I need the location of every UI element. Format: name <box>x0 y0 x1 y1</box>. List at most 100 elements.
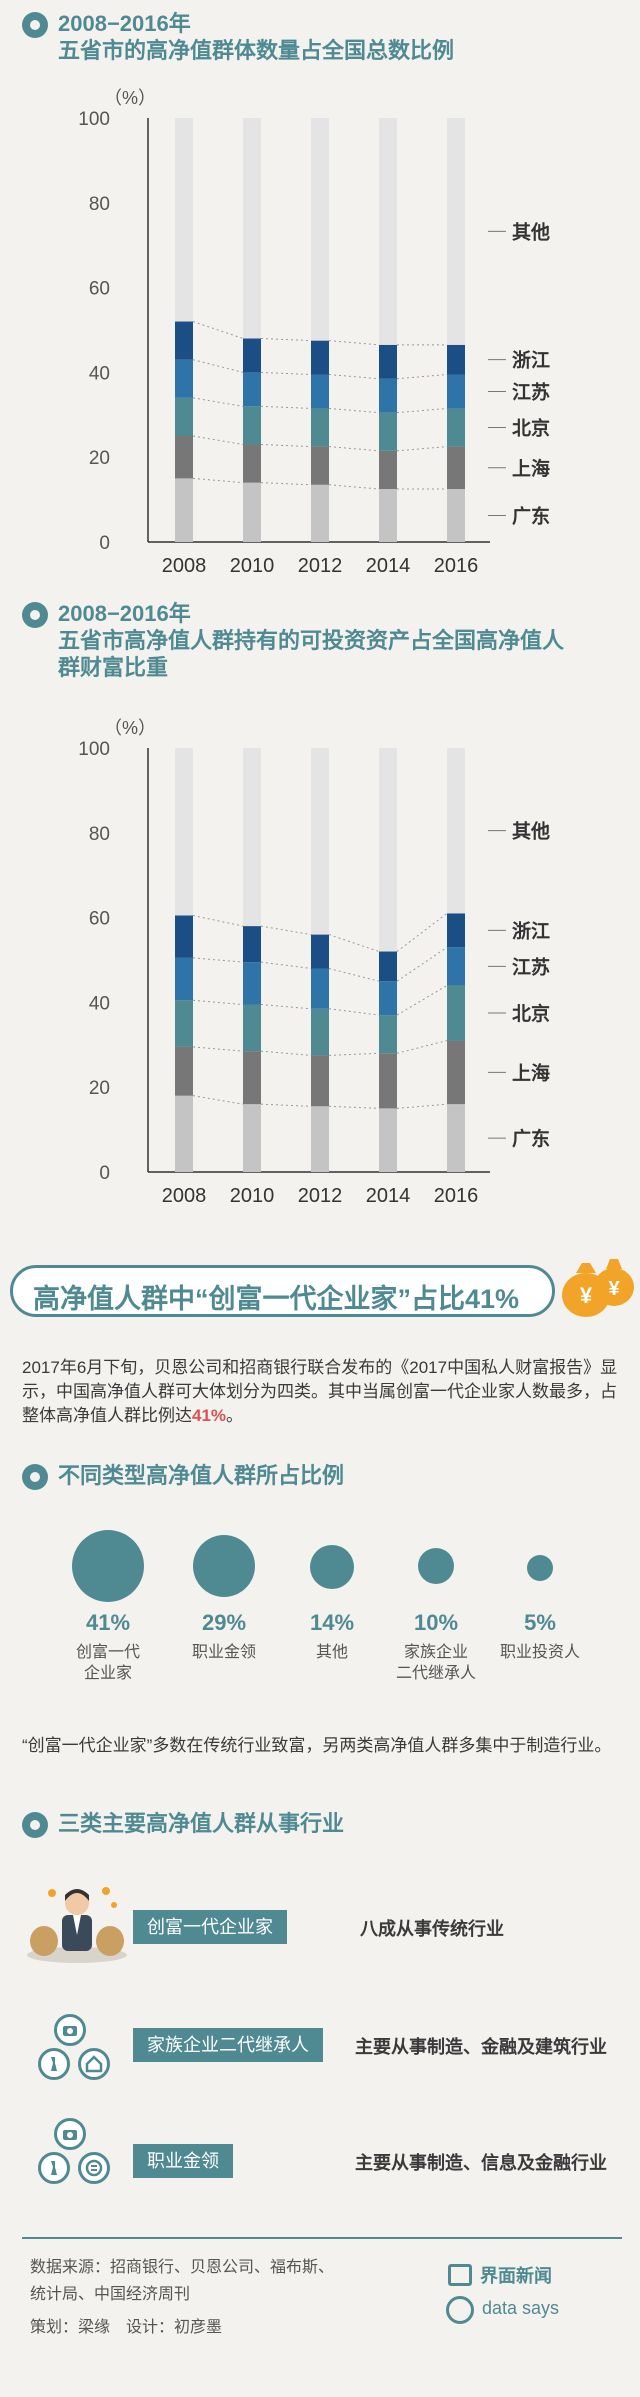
series-label: 浙江 <box>512 919 550 942</box>
bar-segment <box>311 374 329 409</box>
y-tick-label: 40 <box>89 363 110 384</box>
series-label: 江苏 <box>512 955 550 978</box>
connector-line <box>328 407 380 414</box>
connector-line <box>328 1008 380 1016</box>
section2-title-line2: 群财富比重 <box>58 655 169 680</box>
section2-title-line1: 五省市高净值人群持有的可投资资产占全国高净值人 <box>58 628 565 653</box>
bar-segment <box>243 1004 261 1052</box>
connector-line <box>396 407 448 414</box>
connector-line <box>260 961 312 969</box>
series-label: 江苏 <box>512 380 550 403</box>
bar-segment <box>243 1104 261 1172</box>
connector-line <box>396 946 448 982</box>
jiemian-logo-icon <box>448 2264 472 2286</box>
group-label-5: 职业投资人 <box>499 1644 580 1661</box>
connector-line <box>396 446 448 452</box>
series-label: 广东 <box>512 505 550 528</box>
bar-segment <box>379 951 397 982</box>
note-paragraph: “创富一代企业家”多数在传统行业致富，另两类高净值人群多集中于制造行业。 <box>22 1736 612 1755</box>
bar-segment <box>447 118 465 345</box>
x-tick-label: 2008 <box>162 555 207 577</box>
industry-desc-3: 主要从事制造、信息及金融行业 <box>355 2153 607 2173</box>
y-tick-label: 40 <box>89 993 110 1014</box>
connector-line <box>192 999 244 1006</box>
datasays-logo-icon <box>446 2296 474 2324</box>
bar-segment <box>311 934 329 969</box>
section2-header: 2008−2016年 五省市高净值人群持有的可投资资产占全国高净值人 群财富比重 <box>22 600 564 681</box>
y-tick-label: 0 <box>99 533 110 554</box>
x-tick-label: 2012 <box>298 555 343 577</box>
bar-segment <box>447 913 465 948</box>
businessman-icon <box>27 1887 127 1963</box>
bar-segment <box>175 359 193 398</box>
bar-segment <box>243 338 261 373</box>
bar-segment <box>311 118 329 341</box>
bar-segment <box>379 1015 397 1054</box>
connector-line <box>260 1050 312 1056</box>
bar-segment <box>379 412 397 451</box>
brand-datasays: data says <box>482 2298 560 2318</box>
connector-line <box>192 1046 244 1052</box>
bubble-group-4 <box>418 1548 454 1584</box>
section2-year: 2008−2016年 <box>58 601 191 626</box>
connector-line <box>192 321 244 339</box>
section-bullet-icon <box>22 12 48 38</box>
series-label: 其他 <box>512 220 550 243</box>
money-bags-icon: ¥ ¥ <box>562 1259 634 1317</box>
bubble-group-1 <box>72 1530 144 1602</box>
series-label: 上海 <box>512 1061 550 1084</box>
bar-segment <box>243 444 261 483</box>
bar-segment <box>447 344 465 375</box>
y-tick-label: 80 <box>89 194 110 215</box>
section1-header: 2008−2016年 五省市的高净值群体数量占全国总数比例 <box>22 10 454 64</box>
bubble-group-3 <box>310 1545 354 1589</box>
section-bullet-icon <box>22 602 48 628</box>
group-label-3: 其他 <box>315 1644 348 1661</box>
section4-title: 三类主要高净值人群从事行业 <box>58 1811 345 1836</box>
x-tick-label: 2012 <box>298 1185 343 1207</box>
group-label-4: 家族企业 二代继承人 <box>395 1644 476 1682</box>
x-tick-label: 2014 <box>366 555 411 577</box>
section1-title: 五省市的高净值群体数量占全国总数比例 <box>58 38 455 63</box>
bar-segment <box>379 450 397 489</box>
source-line-1: 数据来源：招商银行、贝恩公司、福布斯、 <box>30 2259 335 2276</box>
bubble-group-5 <box>527 1555 553 1581</box>
connector-line <box>260 1004 312 1010</box>
connector-line <box>192 1095 244 1105</box>
camera-icon <box>54 2118 86 2150</box>
connector-line <box>260 443 312 448</box>
connector-line <box>260 482 312 486</box>
building-icon <box>78 2048 110 2080</box>
bar-segment <box>379 748 397 952</box>
connector-line <box>192 477 244 484</box>
connector-line <box>328 340 380 346</box>
source-line-2: 统计局、中国经济周刊 <box>30 2286 191 2303</box>
connector-line <box>260 337 312 342</box>
connector-line <box>396 985 448 1016</box>
industry-tag-1: 创富一代企业家 <box>133 1910 287 1944</box>
coin-icon <box>78 2152 110 2184</box>
bar-segment <box>175 397 193 436</box>
bar-segment <box>447 408 465 447</box>
bar-segment <box>311 1055 329 1107</box>
bar-segment <box>175 957 193 1001</box>
connector-line <box>260 371 312 376</box>
section3-title: 不同类型高净值人群所占比例 <box>58 1463 345 1488</box>
x-tick-label: 2008 <box>162 1185 207 1207</box>
y-tick-label: 20 <box>89 448 110 469</box>
bar-segment <box>175 1000 193 1047</box>
camera-icon <box>54 2014 86 2046</box>
bar-segment <box>175 1046 193 1096</box>
bar-segment <box>175 915 193 958</box>
bar-segment <box>243 926 261 963</box>
connector-line <box>396 912 448 952</box>
connector-line <box>260 1103 312 1107</box>
connector-line <box>192 397 244 407</box>
group-label-1: 创富一代 企业家 <box>75 1644 140 1682</box>
bar-segment <box>243 372 261 407</box>
section4-header: 三类主要高净值人群从事行业 <box>22 1810 344 1838</box>
bar-segment <box>447 446 465 489</box>
connector-line <box>328 1052 380 1056</box>
bar-segment <box>243 748 261 927</box>
bar-segment <box>243 118 261 339</box>
